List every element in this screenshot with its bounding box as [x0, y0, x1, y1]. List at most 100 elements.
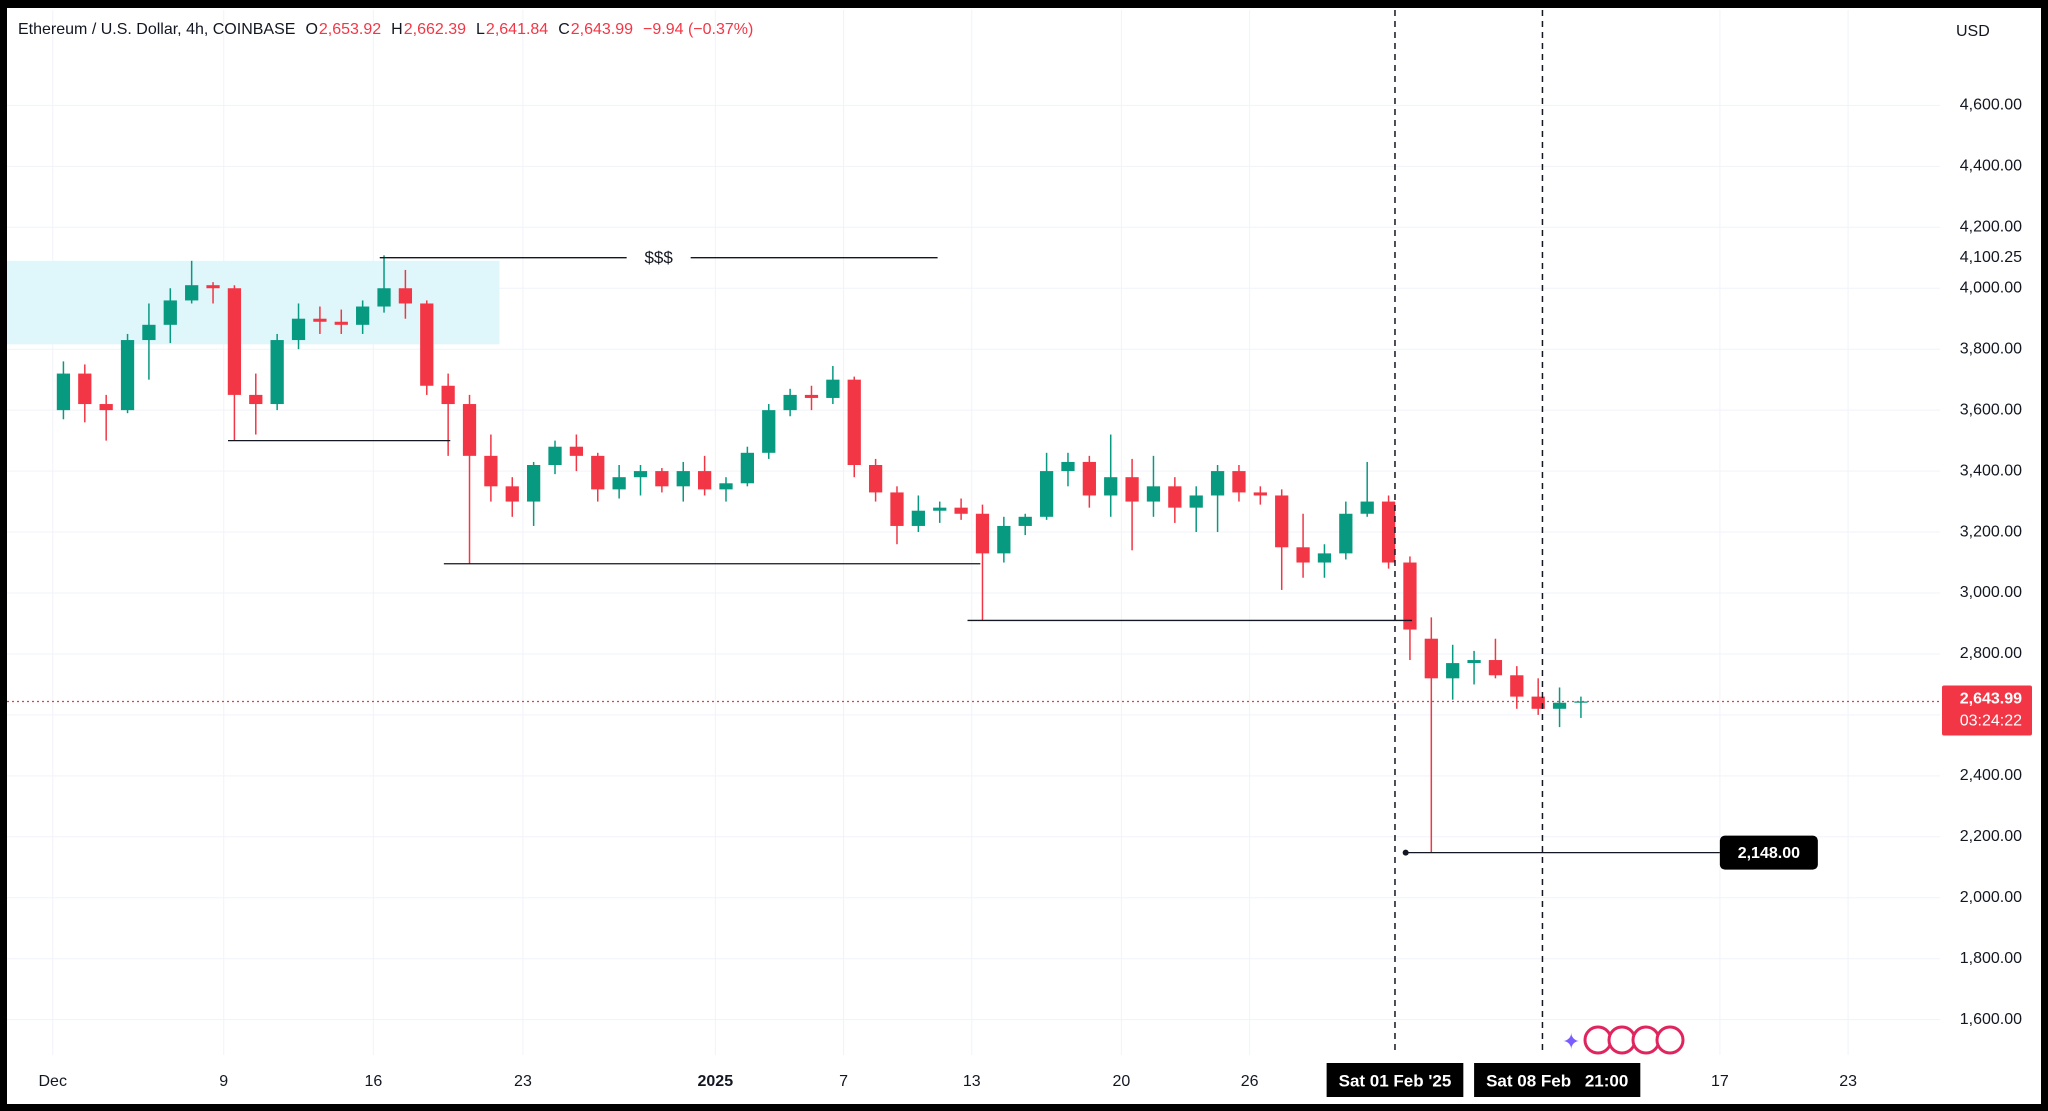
- y-tick-label: 3,800.00: [1960, 340, 2022, 357]
- ohlc-value: 2,641.84: [486, 21, 548, 38]
- candle-body: [185, 285, 199, 301]
- candle-body: [719, 483, 733, 490]
- candle-body: [1082, 461, 1096, 496]
- y-tick-label: 4,000.00: [1960, 279, 2022, 296]
- candle-body: [762, 410, 776, 453]
- y-tick-label: 3,000.00: [1960, 584, 2022, 601]
- candle-body: [1296, 547, 1310, 563]
- candle-body: [1510, 675, 1524, 697]
- candle-body: [1317, 553, 1332, 563]
- level-axis-label: 4,100.25: [1960, 249, 2022, 266]
- candle-body: [612, 477, 626, 490]
- candle-body: [1168, 486, 1182, 508]
- ohlc-key: H: [391, 21, 403, 38]
- flag-icon[interactable]: [1607, 1025, 1637, 1055]
- candle-body: [911, 510, 925, 526]
- candle-body: [462, 404, 477, 456]
- candle-body: [933, 507, 947, 511]
- candle-body: [1232, 471, 1246, 493]
- sparkle-icon: ✦: [1562, 1029, 1580, 1054]
- candle-body: [227, 288, 242, 395]
- candle-body: [356, 306, 370, 325]
- x-tick-label: 2025: [698, 1073, 734, 1090]
- candle-body: [633, 471, 648, 478]
- candle-body: [78, 373, 92, 405]
- candle-body: [655, 471, 669, 487]
- price-change: −9.94 (−0.37%): [643, 21, 753, 38]
- y-tick-label: 2,400.00: [1960, 767, 2022, 784]
- candle-body: [868, 464, 883, 493]
- candle-body: [1360, 501, 1374, 514]
- y-tick-label: 4,600.00: [1960, 97, 2022, 114]
- candle-body: [1125, 477, 1139, 502]
- candle-body: [56, 373, 71, 411]
- candle-body: [1146, 486, 1161, 502]
- flag-icon[interactable]: [1631, 1025, 1661, 1055]
- flag-icon[interactable]: [1583, 1025, 1613, 1055]
- time-label: Sat 08 Feb '25: [1486, 1071, 1599, 1090]
- candle-body: [377, 288, 391, 307]
- ohlc-key: L: [476, 21, 485, 38]
- candle-body: [1339, 513, 1353, 554]
- x-tick-label: 17: [1711, 1073, 1729, 1090]
- candle-body: [120, 340, 135, 411]
- candle-body: [1253, 492, 1267, 496]
- candle-body: [1467, 660, 1481, 664]
- candle-body: [975, 513, 990, 554]
- ohlc-key: C: [558, 21, 570, 38]
- symbol-title: Ethereum / U.S. Dollar, 4h, COINBASE: [18, 21, 295, 38]
- candle-body: [804, 394, 819, 398]
- candle-body: [249, 394, 263, 405]
- candle-body: [99, 404, 113, 411]
- flag-icon[interactable]: [1655, 1025, 1685, 1055]
- candle-body: [1039, 471, 1054, 517]
- last-price-box: [1942, 685, 2032, 736]
- x-tick-label: 7: [839, 1073, 848, 1090]
- candle-body: [591, 455, 605, 490]
- candle-body: [270, 340, 284, 405]
- last-price-label: 2,643.99: [1960, 691, 2022, 708]
- candle-body: [334, 321, 348, 325]
- time-label: 21:00: [1585, 1071, 1628, 1090]
- candle-body: [1531, 696, 1545, 709]
- currency-button[interactable]: [1946, 16, 2006, 46]
- candle-body: [1275, 495, 1289, 548]
- candle-body: [1189, 495, 1203, 508]
- x-tick-label: 23: [1839, 1073, 1857, 1090]
- candle-body: [1104, 477, 1118, 496]
- candle-body: [697, 471, 712, 490]
- candle-body: [1574, 701, 1588, 703]
- candle-body: [291, 318, 306, 341]
- candle-body: [206, 285, 220, 289]
- level-text-bg: [626, 245, 691, 270]
- level-label-bg: [1719, 835, 1818, 870]
- time-label-bg: [1572, 1063, 1641, 1097]
- y-tick-label: 3,400.00: [1960, 462, 2022, 479]
- countdown-label: 03:24:22: [1960, 713, 2022, 730]
- x-tick-label: 13: [963, 1073, 981, 1090]
- y-tick-label: 1,800.00: [1960, 950, 2022, 967]
- candle-body: [783, 394, 797, 411]
- candle-body: [548, 446, 562, 465]
- candle-body: [142, 324, 156, 341]
- currency-label: USD: [1956, 23, 1990, 40]
- candle-body: [1403, 562, 1417, 630]
- y-tick-label: 2,000.00: [1960, 889, 2022, 906]
- x-tick-label: 20: [1113, 1073, 1131, 1090]
- candle-body: [1424, 638, 1438, 679]
- x-tick-label: 26: [1241, 1073, 1259, 1090]
- y-tick-label: 4,200.00: [1960, 219, 2022, 236]
- y-tick-label: 4,400.00: [1960, 158, 2022, 175]
- candle-body: [890, 492, 904, 526]
- y-tick-label: 1,600.00: [1960, 1011, 2022, 1028]
- candle-body: [1446, 663, 1460, 679]
- candle-body: [569, 446, 584, 456]
- candle-body: [954, 507, 968, 514]
- level-anchor: [1402, 849, 1409, 856]
- x-tick-label: 9: [219, 1073, 228, 1090]
- candle-body: [527, 464, 541, 502]
- candle-body: [1018, 516, 1032, 526]
- ohlc-value: 2,643.99: [571, 21, 633, 38]
- time-label-bg: [1326, 1063, 1464, 1097]
